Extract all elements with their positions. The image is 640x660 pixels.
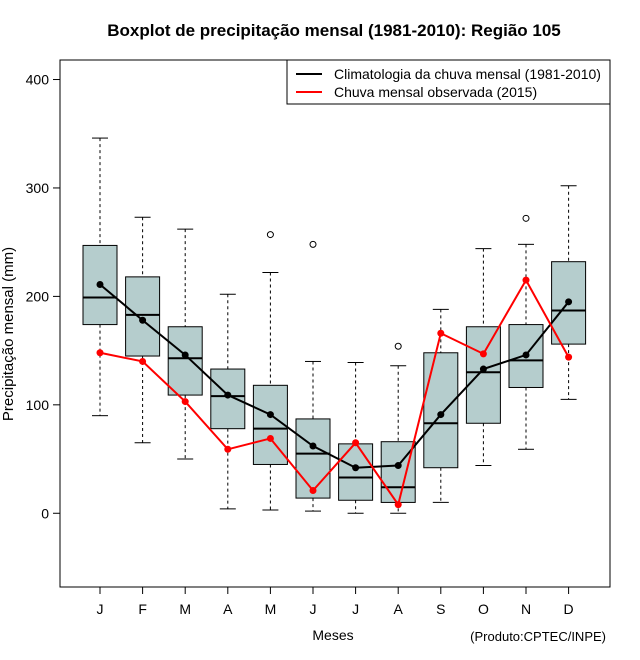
climatology-point: [479, 365, 487, 373]
box-iqr: [125, 276, 161, 357]
climatology-point: [522, 351, 530, 359]
observed-point: [181, 398, 189, 406]
box-iqr: [295, 418, 331, 499]
legend-box: [286, 59, 611, 105]
x-tick-label: D: [564, 601, 574, 617]
climatology-point: [224, 391, 232, 399]
legend-label-observed: Chuva mensal observada (2015): [334, 84, 537, 100]
y-tick-label: 400: [26, 72, 50, 88]
observed-point: [96, 349, 104, 357]
climatology-point: [96, 280, 104, 288]
observed-point: [437, 329, 445, 337]
y-tick-label: 0: [41, 505, 49, 521]
observed-point: [266, 434, 274, 442]
y-tick-label: 100: [26, 397, 50, 413]
climatology-point: [394, 462, 402, 470]
x-tick-label: F: [138, 601, 147, 617]
climatology-point: [181, 351, 189, 359]
y-tick-label: 300: [26, 180, 50, 196]
y-axis-label: Precipitação mensal (mm): [0, 247, 17, 421]
observed-line: [99, 278, 570, 507]
observed-point: [224, 445, 232, 453]
climatology-point: [309, 442, 317, 450]
y-axis: 0 100 200 300 400: [26, 72, 61, 521]
outlier-point: [309, 240, 317, 248]
x-tick-label: N: [521, 601, 531, 617]
x-axis-label: Meses: [312, 627, 353, 643]
y-tick-label: 200: [26, 288, 50, 304]
observed-point: [139, 357, 147, 365]
observed-point: [309, 486, 317, 494]
outlier-point: [522, 214, 530, 222]
observed-point: [565, 353, 573, 361]
box-iqr: [465, 326, 501, 424]
climatology-point: [565, 298, 573, 306]
x-tick-label: M: [179, 601, 191, 617]
series-layer: [96, 276, 573, 509]
credit-label: (Produto:CPTEC/INPE): [470, 629, 606, 644]
observed-point: [522, 276, 530, 284]
x-tick-label: A: [223, 601, 233, 617]
x-tick-label: J: [352, 601, 359, 617]
x-tick-label: J: [310, 601, 317, 617]
x-tick-label: A: [394, 601, 404, 617]
observed-point: [479, 350, 487, 358]
x-tick-label: O: [478, 601, 489, 617]
legend: Climatologia da chuva mensal (1981-2010)…: [286, 59, 611, 105]
box-iqr: [167, 326, 203, 396]
box-iqr: [338, 443, 374, 501]
box-iqr: [252, 384, 288, 465]
x-tick-label: J: [97, 601, 104, 617]
climatology-point: [437, 411, 445, 419]
x-tick-label: M: [265, 601, 277, 617]
x-tick-label: S: [436, 601, 445, 617]
outlier-point: [266, 231, 274, 239]
observed-point: [352, 439, 360, 447]
climatology-point: [352, 464, 360, 472]
box-iqr: [423, 352, 459, 469]
climatology-point: [266, 411, 274, 419]
chart-title: Boxplot de precipitação mensal (1981-201…: [107, 21, 561, 40]
legend-label-climatology: Climatologia da chuva mensal (1981-2010): [334, 66, 601, 82]
box-iqr: [210, 368, 246, 430]
climatology-line: [99, 283, 570, 469]
observed-point: [394, 501, 402, 509]
outlier-point: [394, 342, 402, 350]
climatology-point: [139, 316, 147, 324]
